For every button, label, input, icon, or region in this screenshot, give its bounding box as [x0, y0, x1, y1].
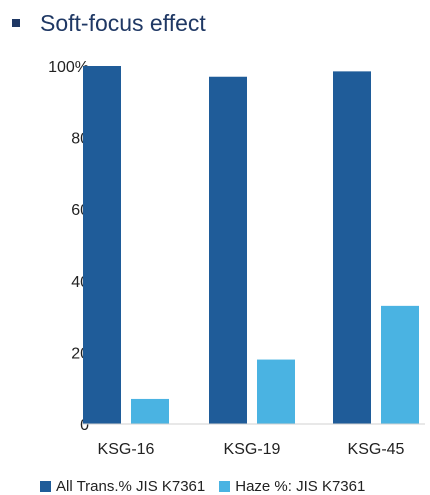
bullet-icon — [12, 19, 20, 27]
y-tick-label: 100% — [48, 59, 89, 76]
x-tick-label: KSG-45 — [348, 441, 405, 458]
bar-ksg-19-series-2 — [257, 359, 295, 424]
y-tick-label: 0 — [80, 417, 89, 434]
title-row: Soft-focus effect — [12, 8, 206, 38]
legend: All Trans.% JIS K7361 Haze %: JIS K7361 — [40, 478, 379, 495]
chart-title: Soft-focus effect — [40, 9, 206, 36]
bar-ksg-45-series-2 — [381, 305, 419, 424]
x-tick-label: KSG-19 — [224, 441, 281, 458]
bar-ksg-16-series-1 — [83, 66, 121, 424]
legend-swatch-series-1 — [40, 480, 51, 492]
legend-item-series-2: Haze %: JIS K7361 — [219, 478, 365, 495]
legend-swatch-series-2 — [219, 480, 231, 492]
legend-label-series-1: All Trans.% JIS K7361 — [56, 477, 206, 495]
x-tick-label: KSG-16 — [98, 441, 155, 458]
bar-ksg-16-series-2 — [131, 398, 169, 424]
bar-ksg-19-series-1 — [209, 76, 247, 425]
legend-item-series-1: All Trans.% JIS K7361 — [40, 478, 205, 495]
bar-ksg-45-series-1 — [333, 71, 371, 425]
legend-label-series-2: Haze %: JIS K7361 — [235, 477, 366, 495]
